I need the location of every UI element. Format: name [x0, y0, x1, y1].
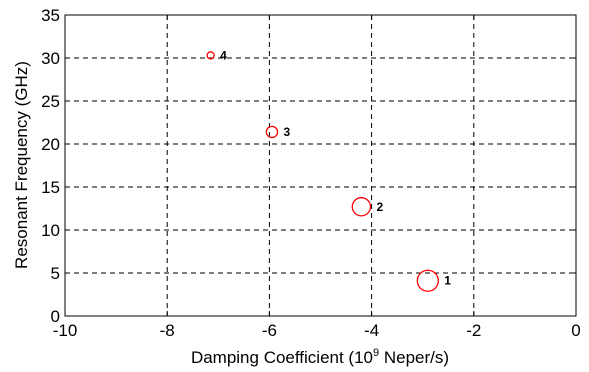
- y-tick-label: 15: [41, 178, 60, 197]
- y-tick-label: 20: [41, 135, 60, 154]
- x-axis-label: Damping Coefficient (109 Neper/s): [191, 347, 449, 367]
- axis-ticks: -10 -8 -6 -4 -2 0 0 5 10 15 20 25 30 35: [41, 6, 581, 340]
- x-tick-label: -10: [53, 321, 78, 340]
- grid: [65, 15, 576, 316]
- y-tick-label: 10: [41, 221, 60, 240]
- y-axis-label: Resonant Frequency (GHz): [12, 61, 31, 269]
- data-point-marker: [416, 269, 439, 292]
- data-point-marker: [206, 51, 215, 60]
- data-point-marker: [265, 125, 279, 139]
- x-tick-label: 0: [571, 321, 580, 340]
- x-axis-label-superscript: 9: [373, 347, 379, 359]
- data-point-label: 4: [220, 48, 227, 62]
- data-point-label: 1: [444, 274, 451, 288]
- y-tick-label: 30: [41, 49, 60, 68]
- y-tick-label: 35: [41, 6, 60, 25]
- x-axis-label-main: Damping Coefficient (10: [191, 348, 373, 367]
- x-tick-label: -4: [364, 321, 379, 340]
- y-tick-label: 0: [51, 307, 60, 326]
- data-point-marker: [351, 197, 372, 217]
- data-point-label: 3: [284, 125, 291, 139]
- data-points: 1 2 3 4: [206, 48, 451, 292]
- y-tick-label: 5: [51, 264, 60, 283]
- y-tick-label: 25: [41, 92, 60, 111]
- data-point-label: 2: [376, 200, 383, 214]
- plot-frame: [64, 14, 577, 317]
- x-tick-label: -2: [466, 321, 481, 340]
- x-tick-label: -6: [262, 321, 277, 340]
- x-tick-label: -8: [160, 321, 175, 340]
- x-axis-label-suffix: Neper/s): [379, 348, 449, 367]
